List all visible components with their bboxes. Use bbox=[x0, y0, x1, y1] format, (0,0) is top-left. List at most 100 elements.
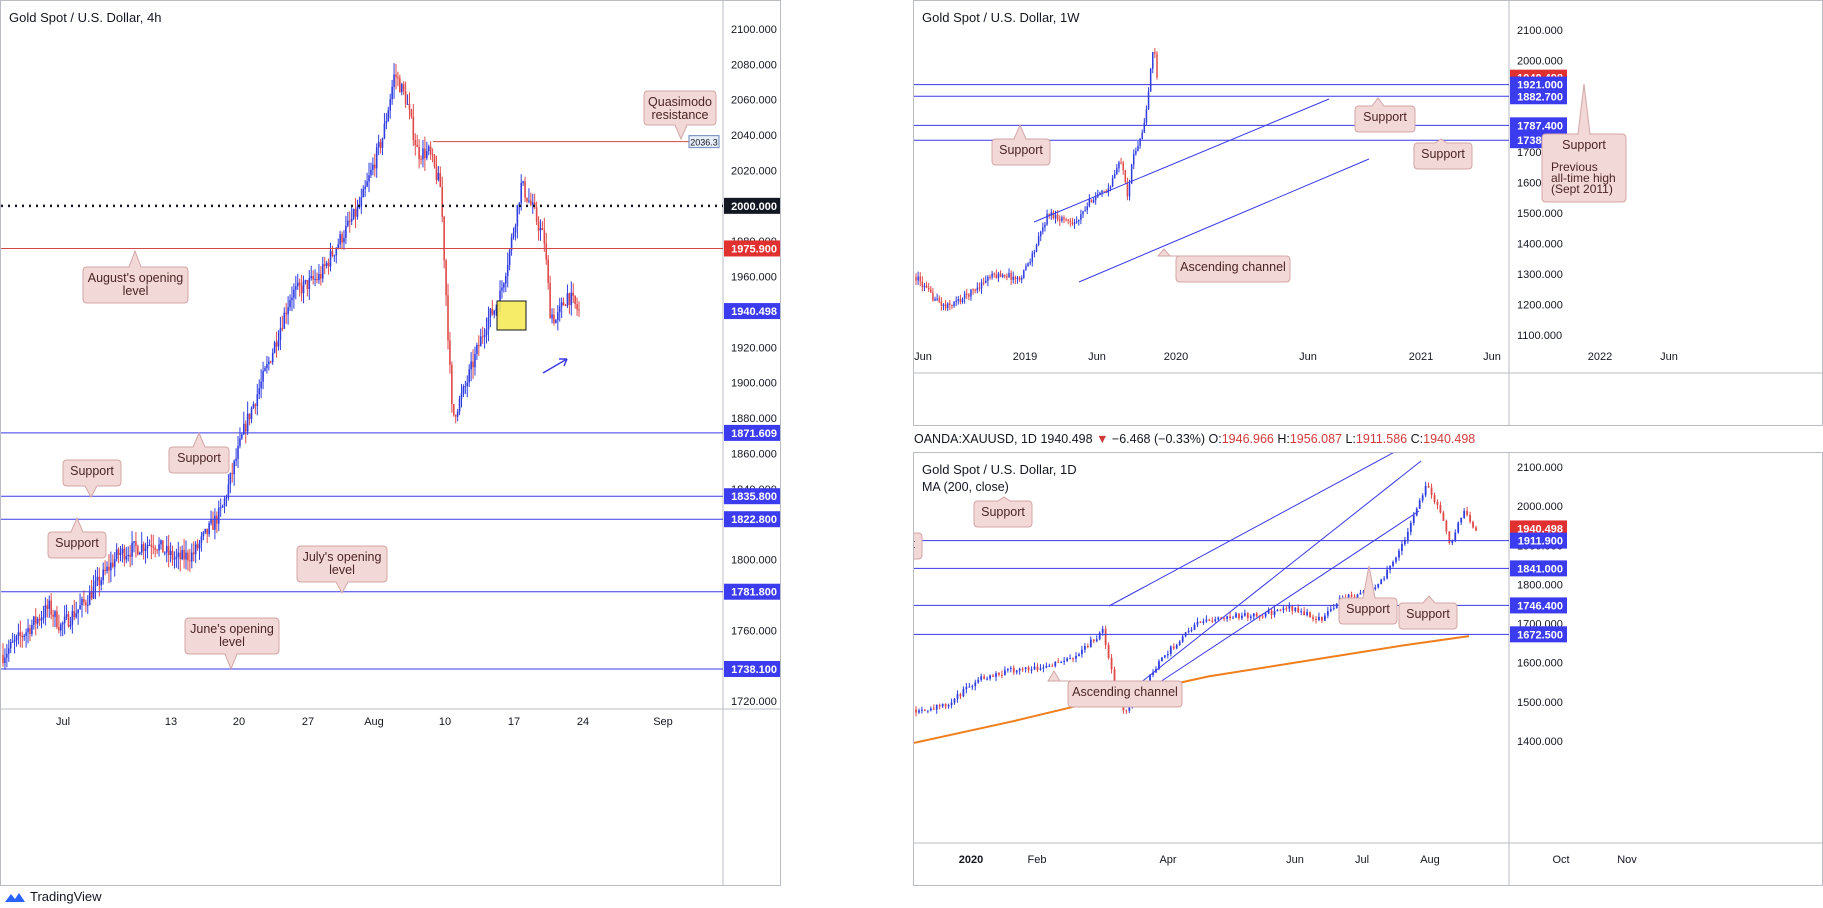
candle-body bbox=[1003, 670, 1006, 675]
candle-body bbox=[1424, 485, 1427, 496]
callout-box bbox=[184, 617, 280, 671]
candle-body bbox=[1454, 532, 1457, 541]
candle-body bbox=[1107, 644, 1110, 659]
candle-body bbox=[1099, 192, 1101, 195]
chart-panel-4h[interactable]: 2100.000 2080.000 2060.000 2040.000 2020.000… bbox=[0, 0, 781, 886]
candle-body bbox=[1214, 619, 1217, 622]
candle-body bbox=[1273, 610, 1276, 615]
candle-body bbox=[1321, 616, 1323, 621]
candle-body bbox=[271, 352, 274, 363]
candle-body bbox=[1377, 583, 1380, 588]
price-tick: 2100.000 bbox=[731, 24, 777, 36]
callout-box bbox=[1413, 138, 1473, 170]
candle-body bbox=[501, 287, 503, 291]
candle-body bbox=[1016, 277, 1019, 280]
candle-body bbox=[1039, 231, 1042, 237]
candle-body bbox=[302, 281, 305, 294]
price-tag bbox=[724, 488, 780, 505]
candle-body bbox=[210, 519, 212, 524]
candle-body bbox=[1101, 190, 1103, 193]
candle-body bbox=[373, 164, 376, 169]
candle-body bbox=[1288, 605, 1291, 609]
tradingview-logo[interactable]: TradingView bbox=[4, 889, 102, 904]
candle-body bbox=[426, 150, 428, 159]
candle-body bbox=[919, 276, 921, 282]
callout-box bbox=[62, 459, 122, 499]
candle-body bbox=[995, 274, 998, 279]
time-tick: Aug bbox=[364, 716, 384, 728]
candle-body bbox=[308, 278, 311, 290]
candle-body bbox=[433, 155, 436, 167]
chart-1w-canvas[interactable]: 2100.0002000.0001800.0001700.0001600.000… bbox=[914, 1, 1823, 426]
candle-body bbox=[100, 580, 103, 586]
candle-body bbox=[1120, 162, 1122, 164]
callout-label: (Sept 2011) bbox=[1551, 182, 1613, 196]
callout: Support bbox=[168, 431, 230, 474]
price-tag bbox=[1510, 597, 1567, 614]
tradingview-brand: TradingView bbox=[30, 889, 102, 904]
candle-body bbox=[1004, 275, 1006, 277]
candle-body bbox=[1406, 531, 1409, 540]
candle-body bbox=[429, 146, 432, 155]
price-tag-label: 1822.800 bbox=[731, 514, 777, 526]
price-tick: 1300.000 bbox=[1517, 269, 1563, 281]
chart-4h-canvas[interactable]: 2100.000 2080.000 2060.000 2040.000 2020.000… bbox=[1, 1, 781, 886]
callout-box bbox=[973, 496, 1033, 528]
candle-body bbox=[69, 624, 72, 627]
candle-body bbox=[366, 181, 368, 187]
candle-body bbox=[23, 635, 25, 638]
price-tick: 1880.000 bbox=[731, 413, 777, 425]
candle-body bbox=[1035, 244, 1038, 252]
candle-body bbox=[510, 237, 513, 251]
candle-body bbox=[470, 361, 472, 370]
candle-body bbox=[131, 542, 133, 557]
candle-body bbox=[1033, 251, 1036, 254]
candle-body bbox=[1122, 162, 1124, 171]
candle-body bbox=[250, 408, 253, 420]
candle-body bbox=[46, 605, 49, 609]
chart-panel-1w[interactable]: 2100.0002000.0001800.0001700.0001600.000… bbox=[913, 0, 1823, 426]
candle-body bbox=[485, 329, 488, 336]
candle-body bbox=[9, 641, 12, 649]
price-tag-label: 1940.498 bbox=[1517, 523, 1563, 535]
candle-body bbox=[293, 289, 295, 298]
candle-body bbox=[1110, 658, 1113, 670]
candle-body bbox=[1353, 596, 1356, 598]
candle-body bbox=[48, 600, 51, 609]
candle-body bbox=[110, 562, 112, 571]
candle-body bbox=[982, 282, 985, 284]
candle-body bbox=[1421, 495, 1424, 501]
candle-body bbox=[1175, 644, 1178, 649]
chart-panel-1d[interactable]: 2100.0002000.0001900.0001800.0001700.000… bbox=[913, 452, 1823, 886]
callout: Support bbox=[973, 496, 1033, 528]
candle-body bbox=[422, 148, 424, 160]
callout-label: Support bbox=[1406, 607, 1450, 621]
candle-body bbox=[1001, 674, 1003, 676]
price-tick: 2040.000 bbox=[731, 130, 777, 142]
callout-label: Support bbox=[1346, 602, 1390, 616]
candle-body bbox=[185, 552, 187, 560]
chart-1d-ma-legend: MA (200, close) bbox=[922, 480, 1009, 494]
candle-body bbox=[1359, 592, 1362, 595]
candle-body bbox=[354, 208, 357, 217]
price-tick: 1500.000 bbox=[1517, 208, 1563, 220]
candle-body bbox=[441, 187, 444, 217]
ma-200-line bbox=[914, 635, 1470, 744]
candle-body bbox=[437, 172, 440, 180]
candle-body bbox=[1015, 670, 1018, 673]
chart-1d-canvas[interactable]: 2100.0002000.0001900.0001800.0001700.000… bbox=[914, 453, 1823, 886]
price-tick: 1600.000 bbox=[1517, 658, 1563, 670]
callout: Support bbox=[914, 532, 923, 560]
candle-body bbox=[196, 544, 199, 549]
callout-label: July's opening bbox=[303, 550, 382, 564]
callout-label: Ascending channel bbox=[1072, 685, 1178, 699]
candle-body bbox=[1433, 495, 1436, 502]
candle-body bbox=[1137, 145, 1139, 151]
candle-body bbox=[216, 515, 218, 524]
highlight-box bbox=[496, 300, 527, 331]
candle-body bbox=[133, 541, 135, 543]
candle-body bbox=[420, 158, 422, 160]
candle-body bbox=[1116, 168, 1118, 175]
candle-body bbox=[1044, 224, 1046, 228]
candle-body bbox=[119, 553, 122, 555]
